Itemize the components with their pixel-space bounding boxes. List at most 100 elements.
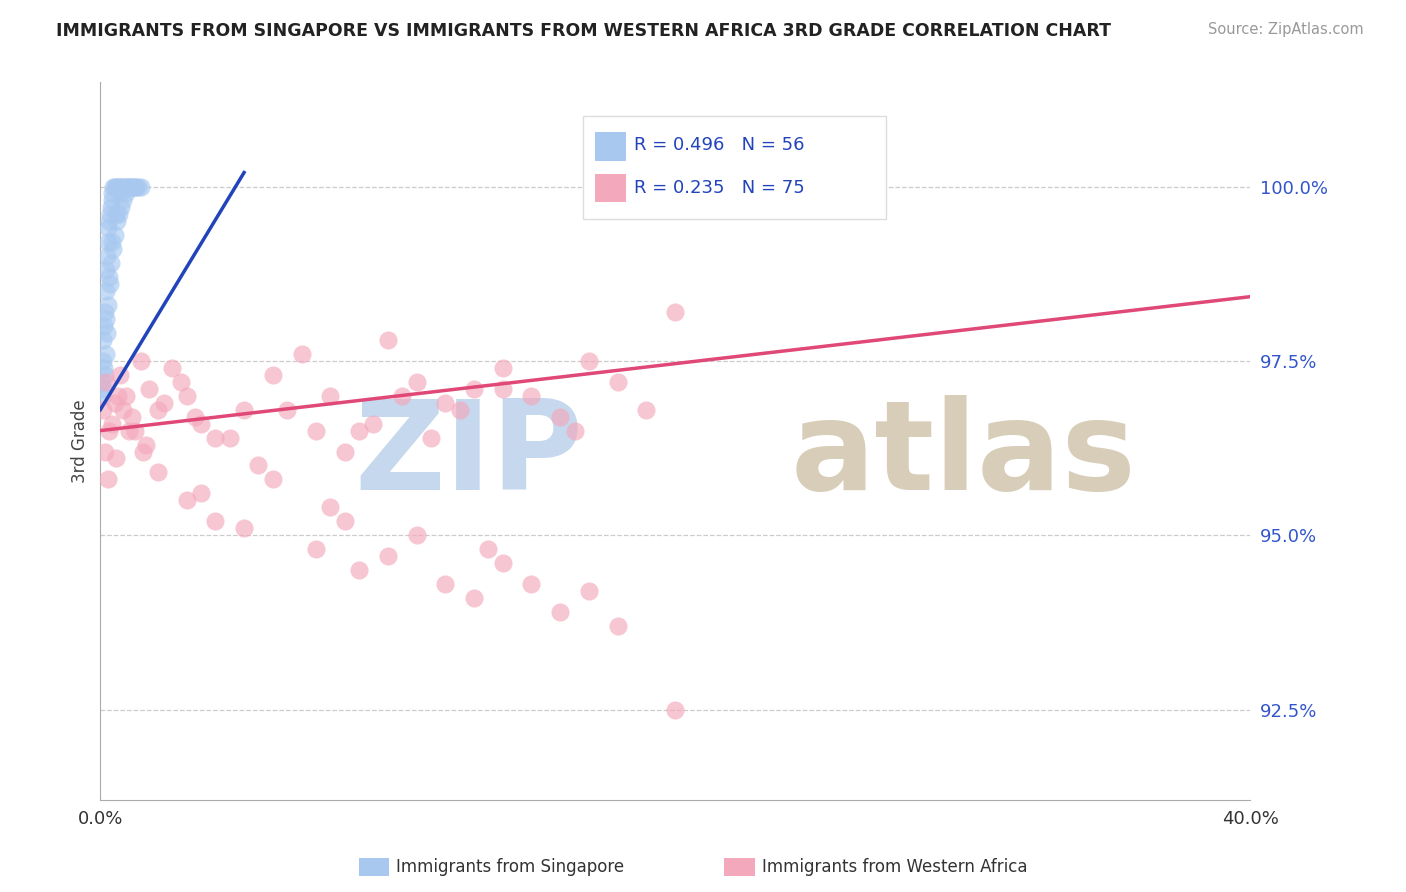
Point	[305, 424, 328, 438]
Point	[135, 437, 157, 451]
Point	[434, 577, 457, 591]
Point	[112, 179, 135, 194]
Point	[492, 360, 515, 375]
Point	[127, 179, 149, 194]
Point	[176, 493, 198, 508]
Point	[93, 360, 115, 375]
Point	[449, 402, 471, 417]
Point	[606, 619, 628, 633]
Point	[107, 179, 129, 194]
Point	[548, 409, 571, 424]
Point	[664, 305, 686, 319]
Point	[132, 444, 155, 458]
Point	[111, 179, 134, 194]
Point	[129, 354, 152, 368]
Point	[110, 201, 132, 215]
Point	[101, 235, 124, 250]
Point	[93, 368, 115, 382]
Point	[98, 424, 121, 438]
Point	[152, 395, 174, 409]
Text: IMMIGRANTS FROM SINGAPORE VS IMMIGRANTS FROM WESTERN AFRICA 3RD GRADE CORRELATIO: IMMIGRANTS FROM SINGAPORE VS IMMIGRANTS …	[56, 22, 1111, 40]
Point	[305, 542, 328, 557]
Point	[121, 409, 143, 424]
Point	[184, 409, 207, 424]
Point	[347, 424, 370, 438]
Point	[233, 521, 256, 535]
Point	[122, 179, 145, 194]
Text: R = 0.235   N = 75: R = 0.235 N = 75	[634, 179, 804, 197]
Point	[101, 417, 124, 431]
Point	[118, 179, 141, 194]
Point	[138, 382, 160, 396]
Point	[120, 179, 142, 194]
Point	[319, 389, 342, 403]
Point	[103, 179, 125, 194]
Point	[118, 424, 141, 438]
Point	[107, 389, 129, 403]
Point	[104, 228, 127, 243]
Point	[110, 186, 132, 201]
Point	[90, 375, 112, 389]
Point	[114, 179, 136, 194]
Point	[204, 431, 226, 445]
Point	[94, 347, 117, 361]
Point	[463, 382, 485, 396]
Point	[98, 214, 121, 228]
Point	[146, 466, 169, 480]
Point	[100, 201, 122, 215]
Point	[110, 368, 132, 382]
Point	[104, 395, 127, 409]
Point	[115, 389, 138, 403]
Point	[190, 417, 212, 431]
Point	[105, 451, 128, 466]
Point	[105, 207, 128, 221]
Point	[636, 402, 658, 417]
Point	[262, 368, 284, 382]
Text: Immigrants from Western Africa: Immigrants from Western Africa	[762, 858, 1028, 876]
Text: Source: ZipAtlas.com: Source: ZipAtlas.com	[1208, 22, 1364, 37]
Point	[96, 472, 118, 486]
Point	[117, 179, 139, 194]
Point	[391, 389, 413, 403]
Point	[96, 249, 118, 263]
Text: Immigrants from Singapore: Immigrants from Singapore	[396, 858, 624, 876]
Point	[319, 500, 342, 515]
Point	[110, 179, 132, 194]
Point	[434, 395, 457, 409]
Point	[97, 221, 120, 235]
Point	[247, 458, 270, 473]
Point	[218, 431, 240, 445]
Point	[94, 263, 117, 277]
Point	[121, 179, 143, 194]
Point	[405, 528, 427, 542]
Point	[146, 402, 169, 417]
Point	[115, 179, 138, 194]
Point	[124, 424, 146, 438]
Point	[97, 298, 120, 312]
Point	[101, 186, 124, 201]
Text: R = 0.496   N = 56: R = 0.496 N = 56	[634, 136, 804, 154]
Point	[170, 375, 193, 389]
Y-axis label: 3rd Grade: 3rd Grade	[72, 400, 89, 483]
Point	[190, 486, 212, 500]
Point	[96, 326, 118, 340]
Point	[419, 431, 441, 445]
Point	[94, 284, 117, 298]
Point	[204, 514, 226, 528]
Point	[463, 591, 485, 605]
Point	[520, 577, 543, 591]
Point	[492, 382, 515, 396]
Point	[578, 354, 600, 368]
Point	[290, 347, 312, 361]
Point	[520, 389, 543, 403]
Point	[93, 444, 115, 458]
Point	[103, 242, 125, 256]
Point	[492, 556, 515, 570]
Point	[91, 333, 114, 347]
Point	[160, 360, 183, 375]
Point	[108, 179, 131, 194]
Point	[96, 235, 118, 250]
Point	[100, 256, 122, 270]
Point	[333, 444, 356, 458]
Point	[105, 179, 128, 194]
